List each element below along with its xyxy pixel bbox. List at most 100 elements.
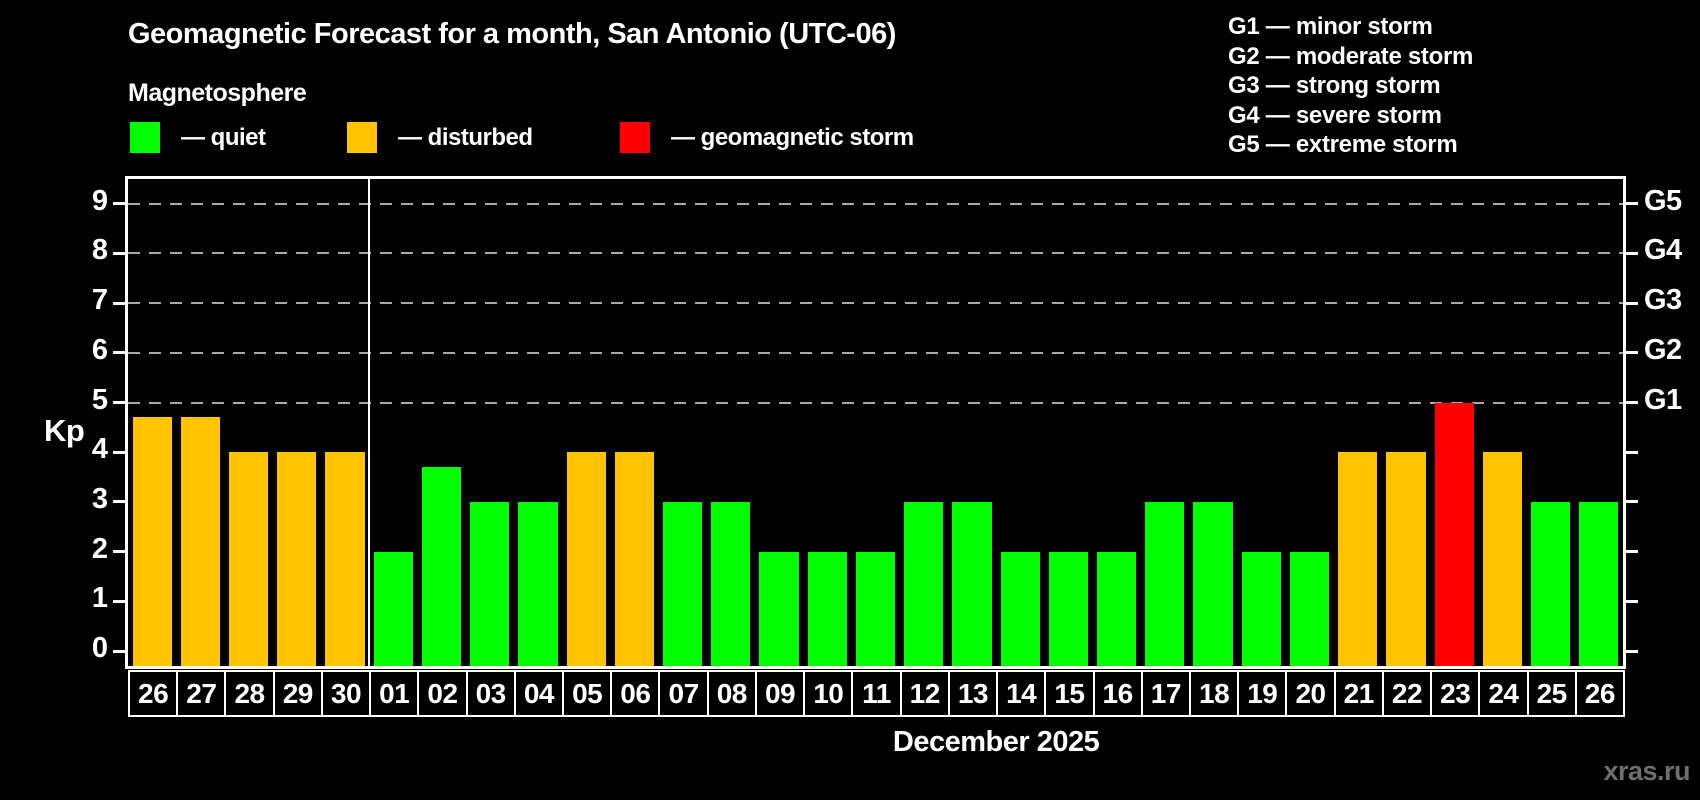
kp-bar bbox=[1289, 551, 1330, 666]
day-label-nov-26: 26 bbox=[128, 670, 179, 717]
g-tick-6 bbox=[1626, 351, 1638, 355]
kp-tick-label-5: 5 bbox=[91, 383, 108, 416]
kp-bar bbox=[470, 501, 510, 666]
g-tick-4 bbox=[1626, 450, 1638, 454]
g-legend-line: G2 — moderate storm bbox=[1228, 42, 1474, 70]
kp-bar bbox=[1386, 452, 1426, 666]
day-label-dec-22: 22 bbox=[1381, 670, 1433, 717]
kp-bar bbox=[1097, 551, 1137, 666]
day-label-dec-21: 21 bbox=[1333, 670, 1384, 717]
kp-bar bbox=[1434, 402, 1474, 666]
day-label-dec-09: 09 bbox=[754, 670, 806, 717]
g-legend-line: G1 — minor storm bbox=[1228, 13, 1433, 40]
day-label-dec-01: 01 bbox=[369, 670, 420, 717]
kp-tick-5 bbox=[113, 401, 125, 404]
g-tick-0 bbox=[1626, 649, 1638, 653]
kp-tick-label-2: 2 bbox=[91, 532, 108, 565]
kp-tick-8 bbox=[113, 251, 125, 255]
quiet-legend-label: — quiet bbox=[181, 124, 266, 151]
gridline-kp5 bbox=[128, 401, 1623, 404]
g-tick-1 bbox=[1626, 599, 1638, 603]
disturbed-legend-label: — disturbed bbox=[398, 124, 533, 151]
day-label-dec-13: 13 bbox=[947, 670, 999, 717]
kp-tick-label-1: 1 bbox=[91, 582, 108, 615]
kp-bar bbox=[952, 501, 992, 666]
day-label-dec-04: 04 bbox=[513, 670, 565, 717]
day-label-dec-03: 03 bbox=[465, 670, 516, 717]
kp-tick-3 bbox=[113, 500, 125, 504]
day-label-dec-06: 06 bbox=[610, 670, 661, 717]
kp-tick-label-7: 7 bbox=[91, 284, 108, 317]
watermark-link[interactable]: xras.ru bbox=[1603, 756, 1690, 786]
quiet-legend-swatch bbox=[130, 122, 160, 153]
kp-bar bbox=[228, 452, 269, 666]
kp-axis-title: Kp bbox=[44, 413, 85, 448]
g-legend-line: G5 — extreme storm bbox=[1228, 131, 1458, 158]
kp-bar bbox=[1338, 452, 1378, 666]
kp-bar bbox=[1000, 551, 1040, 666]
chart-subtitle: Magnetosphere bbox=[128, 79, 307, 107]
month-boundary-line bbox=[368, 179, 371, 666]
kp-tick-9 bbox=[113, 202, 125, 206]
kp-tick-label-6: 6 bbox=[91, 333, 108, 366]
kp-tick-6 bbox=[113, 351, 125, 355]
kp-tick-1 bbox=[113, 599, 125, 603]
kp-tick-7 bbox=[113, 301, 125, 305]
g-legend-line: G3 — strong storm bbox=[1228, 72, 1441, 99]
kp-bar bbox=[1241, 551, 1281, 666]
gridline-kp7 bbox=[128, 302, 1623, 305]
day-label-nov-27: 27 bbox=[176, 670, 227, 717]
kp-bar bbox=[855, 551, 896, 666]
day-label-dec-19: 19 bbox=[1237, 670, 1288, 717]
kp-bar bbox=[1579, 501, 1619, 666]
disturbed-legend-swatch bbox=[347, 122, 377, 153]
kp-bar bbox=[614, 452, 654, 666]
kp-bar bbox=[566, 452, 606, 666]
kp-tick-0 bbox=[113, 649, 125, 653]
day-label-dec-02: 02 bbox=[417, 670, 468, 717]
kp-tick-label-0: 0 bbox=[91, 632, 108, 664]
day-label-dec-16: 16 bbox=[1092, 670, 1143, 717]
gridline-kp9 bbox=[128, 202, 1623, 205]
g-axis-label-G3: G3 bbox=[1644, 284, 1682, 317]
kp-bar bbox=[421, 467, 462, 666]
g-axis-label-G4: G4 bbox=[1644, 234, 1682, 267]
g-tick-9 bbox=[1626, 202, 1638, 206]
kp-tick-2 bbox=[113, 550, 125, 554]
g-tick-2 bbox=[1626, 550, 1638, 554]
day-label-dec-08: 08 bbox=[706, 670, 757, 717]
day-label-dec-24: 24 bbox=[1478, 670, 1529, 717]
g-legend-line: G4 — severe storm bbox=[1228, 101, 1442, 129]
kp-bar bbox=[1531, 501, 1571, 666]
chart-title: Geomagnetic Forecast for a month, San An… bbox=[128, 18, 896, 50]
day-label-dec-20: 20 bbox=[1285, 670, 1336, 717]
day-label-dec-15: 15 bbox=[1044, 670, 1095, 717]
g-tick-7 bbox=[1626, 301, 1638, 305]
g-axis-label-G1: G1 bbox=[1644, 383, 1682, 416]
day-label-nov-29: 29 bbox=[272, 670, 323, 717]
kp-tick-label-3: 3 bbox=[91, 482, 108, 515]
kp-bar bbox=[1193, 501, 1233, 666]
kp-bar bbox=[759, 551, 799, 666]
day-label-dec-18: 18 bbox=[1188, 670, 1240, 717]
kp-tick-label-4: 4 bbox=[91, 433, 108, 466]
kp-tick-4 bbox=[113, 450, 125, 454]
day-label-dec-17: 17 bbox=[1140, 670, 1191, 717]
kp-bar bbox=[518, 501, 558, 666]
day-label-dec-23: 23 bbox=[1430, 670, 1481, 717]
kp-bar bbox=[1048, 551, 1088, 666]
g-axis-label-G5: G5 bbox=[1644, 184, 1682, 217]
g-tick-3 bbox=[1626, 500, 1638, 504]
kp-bar bbox=[662, 501, 703, 666]
kp-bar bbox=[180, 417, 220, 666]
kp-bar bbox=[711, 501, 751, 666]
day-label-dec-05: 05 bbox=[562, 670, 613, 717]
day-label-dec-26: 26 bbox=[1574, 670, 1625, 717]
kp-bar bbox=[904, 501, 944, 666]
kp-bar bbox=[807, 551, 847, 666]
day-label-dec-10: 10 bbox=[803, 670, 854, 717]
day-label-dec-14: 14 bbox=[996, 670, 1047, 717]
day-label-dec-11: 11 bbox=[851, 670, 902, 717]
kp-bar bbox=[132, 417, 172, 666]
